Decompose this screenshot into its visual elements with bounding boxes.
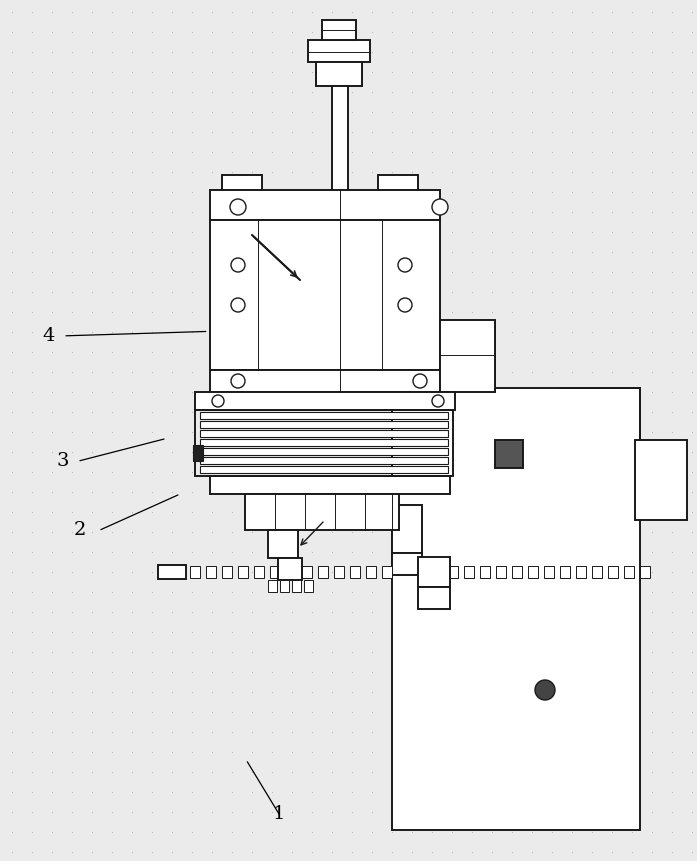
Bar	[316, 62, 362, 86]
Text: 1: 1	[273, 805, 285, 822]
Bar	[222, 175, 262, 290]
Bar	[302, 566, 312, 578]
Bar	[366, 566, 376, 578]
Bar	[206, 566, 216, 578]
Bar	[378, 175, 418, 290]
Bar	[158, 565, 186, 579]
Bar	[195, 392, 455, 410]
Bar	[392, 505, 422, 553]
Circle shape	[212, 395, 224, 407]
Bar	[292, 580, 301, 592]
Circle shape	[398, 298, 412, 312]
Bar	[382, 566, 392, 578]
Bar	[200, 466, 448, 473]
Bar	[350, 566, 360, 578]
Bar	[308, 40, 370, 62]
Bar	[334, 566, 344, 578]
Bar	[280, 580, 289, 592]
Bar	[392, 388, 640, 830]
Bar	[640, 566, 650, 578]
Bar	[193, 445, 203, 461]
Bar	[304, 580, 313, 592]
Bar	[278, 558, 302, 580]
Circle shape	[230, 199, 246, 215]
Circle shape	[398, 258, 412, 272]
Text: 4: 4	[43, 327, 55, 344]
Bar	[332, 86, 348, 191]
Circle shape	[231, 298, 245, 312]
Circle shape	[432, 199, 448, 215]
Bar	[210, 220, 440, 370]
Bar	[495, 440, 523, 468]
Bar	[254, 566, 264, 578]
Bar	[544, 566, 554, 578]
Bar	[210, 190, 440, 220]
Bar	[318, 566, 328, 578]
Bar	[245, 494, 399, 530]
Bar	[238, 566, 248, 578]
Circle shape	[535, 680, 555, 700]
Bar	[286, 566, 296, 578]
Bar	[418, 557, 450, 587]
Bar	[496, 566, 506, 578]
Circle shape	[432, 395, 444, 407]
Bar	[200, 421, 448, 428]
Bar	[200, 448, 448, 455]
Bar	[480, 566, 490, 578]
Bar	[448, 566, 458, 578]
Bar	[195, 410, 453, 476]
Circle shape	[413, 374, 427, 388]
Bar	[200, 439, 448, 446]
Bar	[210, 476, 450, 494]
Circle shape	[231, 374, 245, 388]
Bar	[268, 580, 277, 592]
Bar	[464, 566, 474, 578]
Bar	[200, 430, 448, 437]
Bar	[608, 566, 618, 578]
Bar	[190, 566, 200, 578]
Bar	[560, 566, 570, 578]
Bar	[210, 370, 440, 392]
Bar	[222, 566, 232, 578]
Bar	[592, 566, 602, 578]
Bar	[440, 320, 495, 392]
Text: 2: 2	[74, 521, 86, 538]
Bar	[200, 412, 448, 419]
Bar	[322, 20, 356, 40]
Bar	[418, 587, 450, 609]
Bar	[200, 457, 448, 464]
Bar	[512, 566, 522, 578]
Bar	[635, 440, 687, 520]
Bar	[268, 530, 298, 558]
Circle shape	[231, 258, 245, 272]
Text: 3: 3	[56, 452, 69, 469]
Bar	[576, 566, 586, 578]
Bar	[624, 566, 634, 578]
Bar	[440, 370, 450, 392]
Bar	[528, 566, 538, 578]
Bar	[270, 566, 280, 578]
Bar	[392, 553, 422, 575]
